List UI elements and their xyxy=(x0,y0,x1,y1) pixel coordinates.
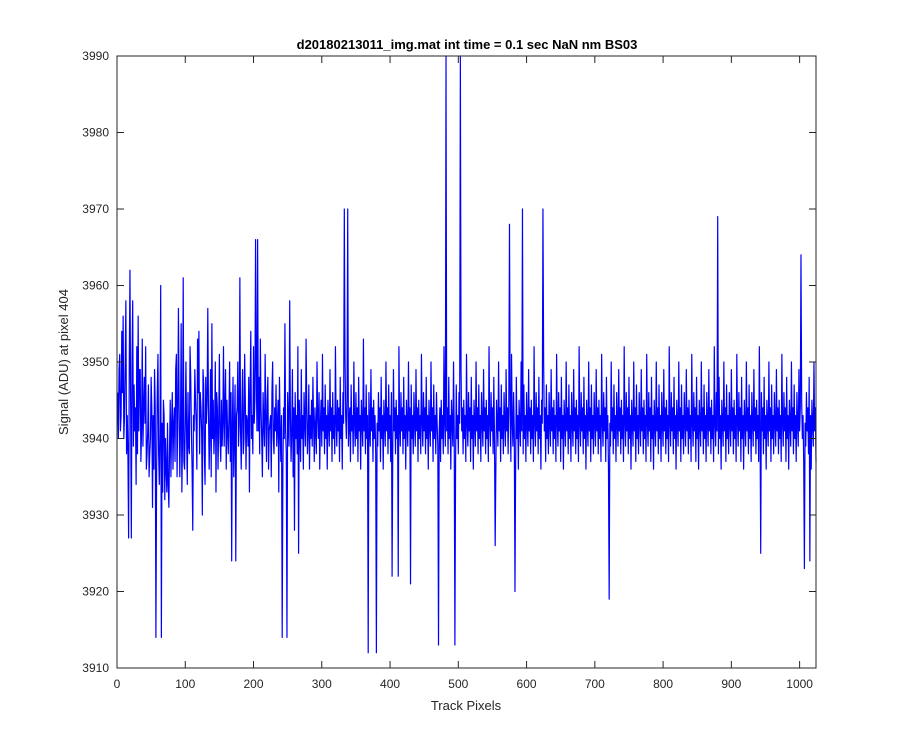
y-tick-label: 3910 xyxy=(82,661,109,675)
x-axis-label: Track Pixels xyxy=(431,698,502,713)
x-tick-label: 100 xyxy=(175,677,195,691)
y-axis-label: Signal (ADU) at pixel 404 xyxy=(56,289,71,435)
x-tick-label: 300 xyxy=(312,677,332,691)
x-tick-label: 0 xyxy=(114,677,121,691)
y-tick-label: 3950 xyxy=(82,355,109,369)
x-tick-label: 700 xyxy=(585,677,605,691)
y-tick-label: 3990 xyxy=(82,49,109,63)
series-layer xyxy=(117,55,817,654)
x-tick-label: 200 xyxy=(244,677,264,691)
x-tick-label: 400 xyxy=(380,677,400,691)
chart-title: d20180213011_img.mat int time = 0.1 sec … xyxy=(297,37,638,52)
y-tick-label: 3920 xyxy=(82,585,109,599)
y-tick-label: 3960 xyxy=(82,279,109,293)
x-tick-label: 600 xyxy=(517,677,537,691)
x-tick-label: 500 xyxy=(448,677,468,691)
y-tick-label: 3980 xyxy=(82,126,109,140)
y-axis-ticks: 3910 3920 3930 3940 3950 3960 3970 3980 3990 xyxy=(82,49,816,675)
y-tick-label: 3970 xyxy=(82,202,109,216)
x-tick-label: 900 xyxy=(721,677,741,691)
x-tick-label: 800 xyxy=(653,677,673,691)
y-tick-label: 3940 xyxy=(82,432,109,446)
x-axis-ticks: 0 100 200 300 400 500 600 700 800 900 1000 xyxy=(114,56,813,691)
signal-series-line xyxy=(117,55,817,654)
y-tick-label: 3930 xyxy=(82,508,109,522)
x-tick-label: 1000 xyxy=(786,677,813,691)
